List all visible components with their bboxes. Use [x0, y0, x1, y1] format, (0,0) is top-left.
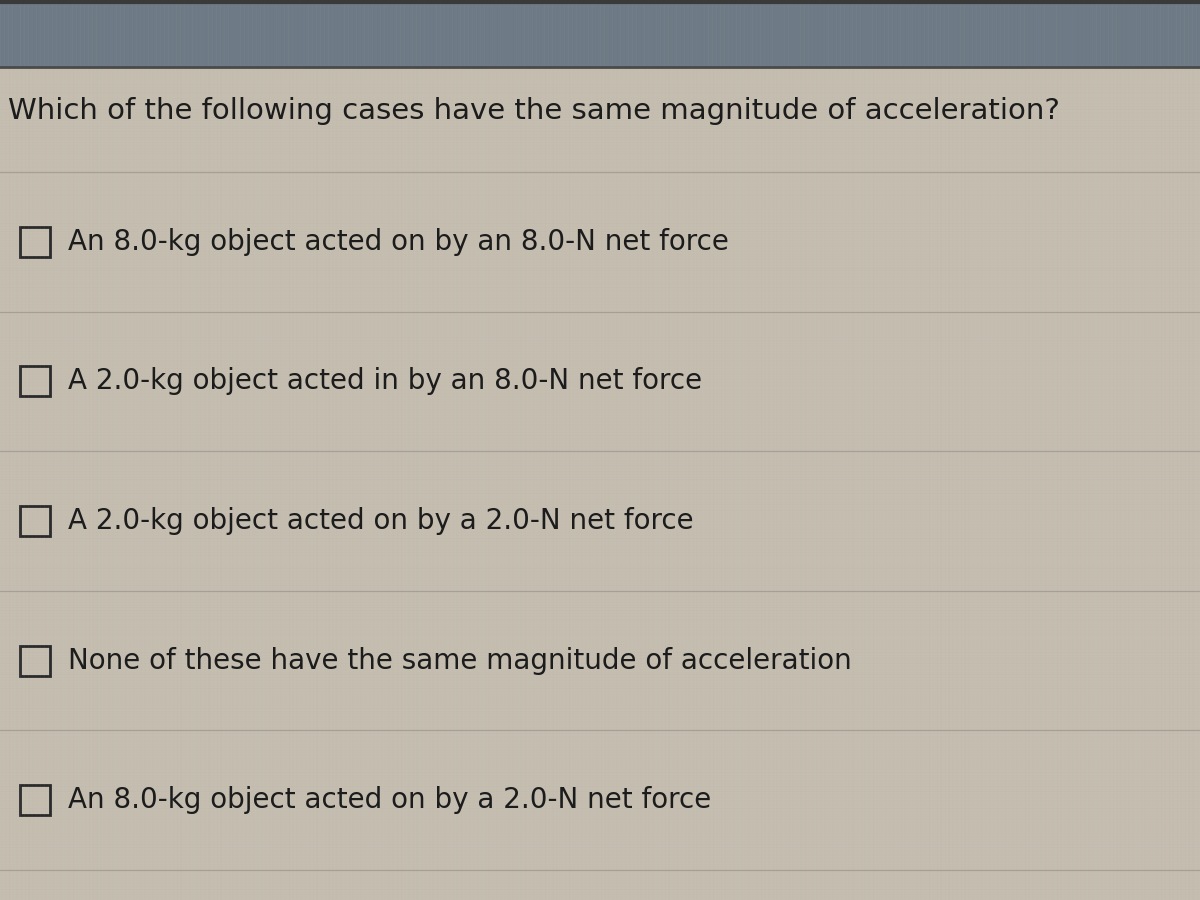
Text: Which of the following cases have the same magnitude of acceleration?: Which of the following cases have the sa…	[8, 97, 1060, 125]
Bar	[20, 227, 50, 256]
Text: An 8.0-kg object acted on by a 2.0-N net force: An 8.0-kg object acted on by a 2.0-N net…	[68, 787, 712, 814]
Text: None of these have the same magnitude of acceleration: None of these have the same magnitude of…	[68, 646, 852, 675]
Bar	[20, 506, 50, 536]
Bar	[0, 0, 1200, 67]
Text: An 8.0-kg object acted on by an 8.0-N net force: An 8.0-kg object acted on by an 8.0-N ne…	[68, 228, 728, 256]
Bar	[20, 785, 50, 815]
Bar	[20, 645, 50, 676]
Text: A 2.0-kg object acted on by a 2.0-N net force: A 2.0-kg object acted on by a 2.0-N net …	[68, 507, 694, 535]
Text: A 2.0-kg object acted in by an 8.0-N net force: A 2.0-kg object acted in by an 8.0-N net…	[68, 367, 702, 395]
Bar	[20, 366, 50, 396]
